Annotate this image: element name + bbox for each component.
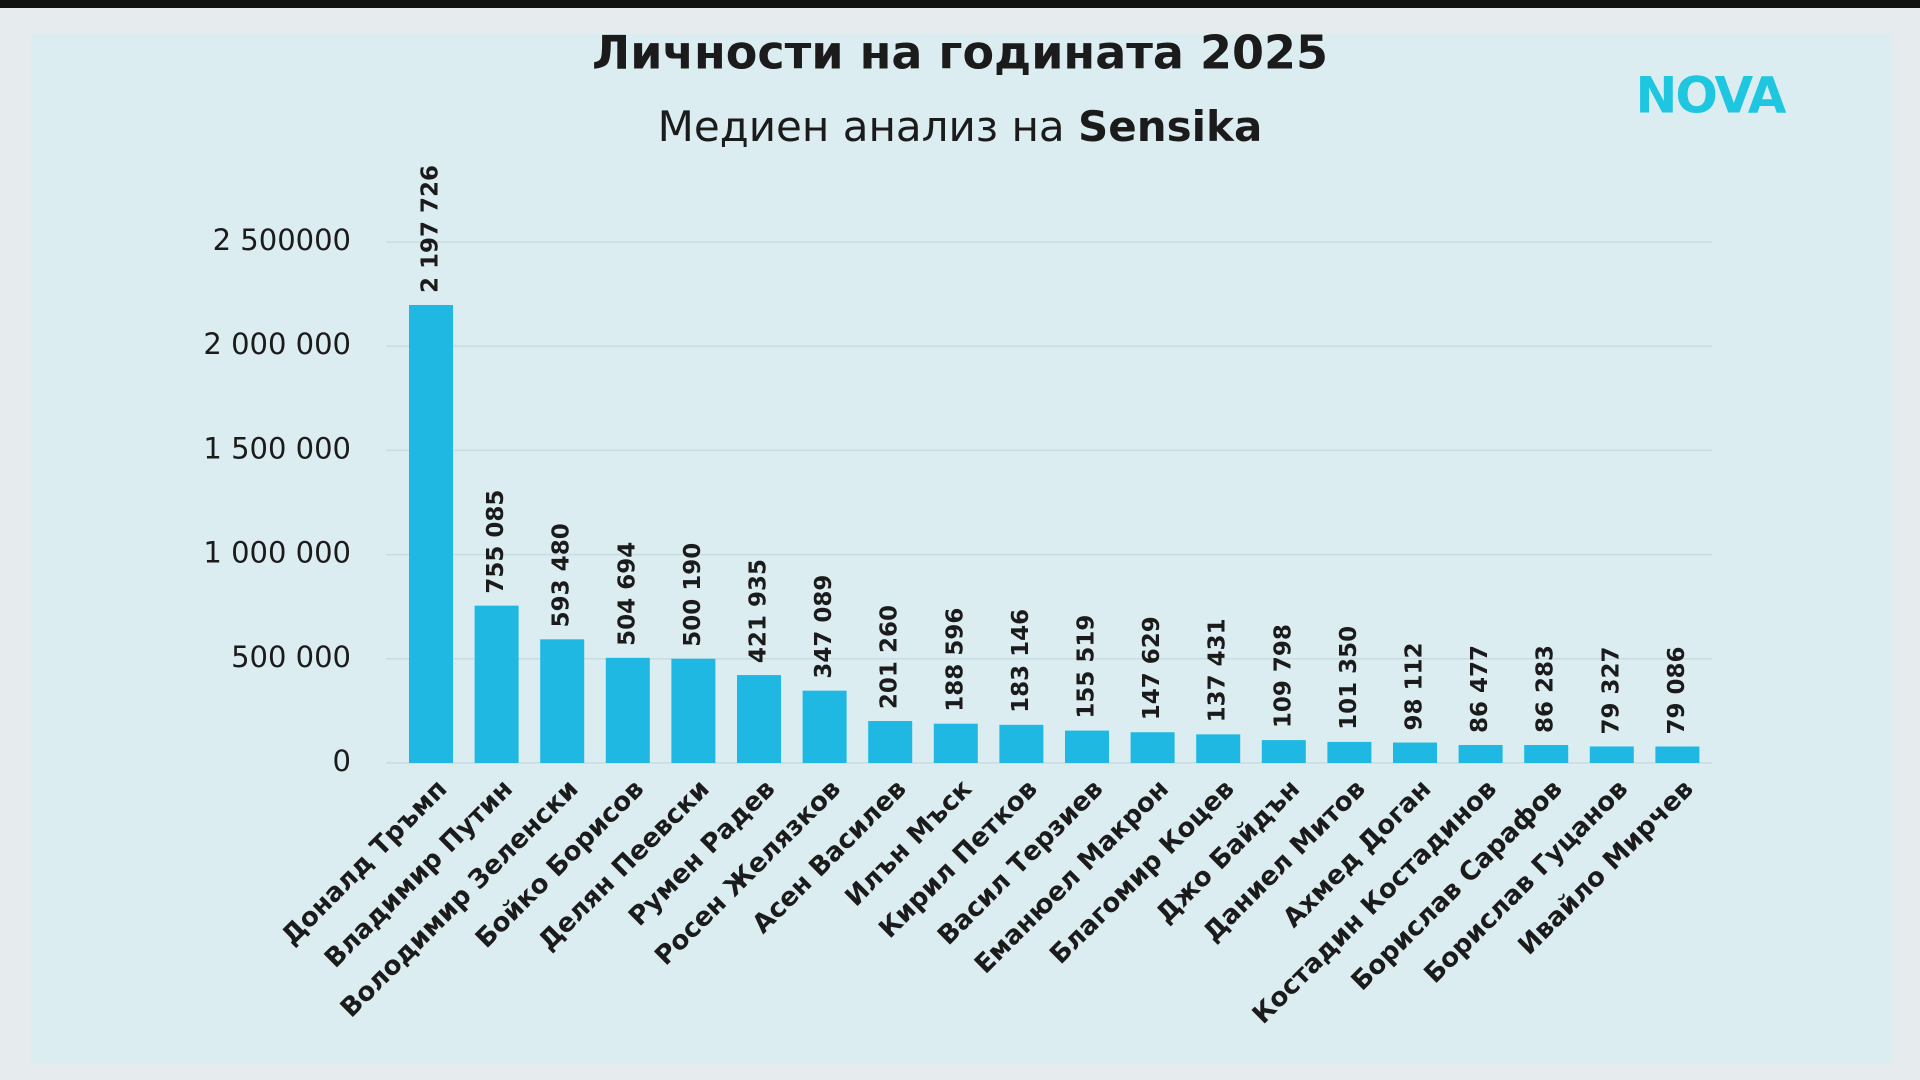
bar [933,723,978,763]
value-label: 147 629 [1139,616,1165,720]
y-tick-label: 2 500000 [213,223,351,257]
value-label: 2 197 726 [418,165,444,293]
chart-subtitle: Медиен анализ на Sensika [658,102,1263,151]
bar [1196,734,1241,763]
value-label: 155 519 [1074,615,1100,719]
value-label: 86 283 [1533,645,1559,733]
bar [1458,744,1503,763]
bar [1393,742,1437,763]
source: Sensika [1078,102,1262,151]
bar [1261,740,1306,763]
bar [737,675,781,763]
bar [474,605,519,763]
value-label: 109 798 [1270,624,1296,728]
value-label: 98 112 [1402,643,1428,731]
value-label: 504 694 [614,542,640,646]
value-label: 500 190 [680,543,706,647]
value-label: 188 596 [942,608,968,712]
value-label: 593 480 [549,523,575,627]
bar [1065,730,1109,763]
bar [802,690,847,763]
value-label: 79 327 [1598,646,1624,734]
value-label: 347 089 [811,575,837,679]
top-bar [0,0,1920,8]
panel [31,34,1892,1064]
chart-title: Личности на годината 2025 [592,26,1328,80]
bar [1655,746,1700,763]
bar [868,721,913,763]
subtitle-text: Медиен анализ на [658,102,1065,151]
bar [1130,732,1175,763]
value-label: 86 477 [1467,645,1493,733]
value-label: 201 260 [877,605,903,709]
value-label: 79 086 [1664,646,1690,734]
logo: NOVA [1635,67,1786,125]
y-tick-label: 0 [333,744,351,778]
bar [605,657,650,763]
value-label: 101 350 [1336,626,1362,730]
y-tick-label: 500 000 [231,640,351,674]
bar [1327,741,1372,763]
value-label: 183 146 [1008,609,1034,713]
bar [540,639,585,763]
y-tick-label: 1 500 000 [203,431,351,465]
value-label: 755 085 [483,490,509,594]
value-label: 137 431 [1205,618,1231,722]
y-tick-label: 2 000 000 [203,327,351,361]
bar [1589,746,1634,763]
bar [409,304,453,763]
bar [671,658,716,763]
bar [1524,745,1569,763]
value-label: 421 935 [746,559,772,663]
y-tick-label: 1 000 000 [203,536,351,570]
bar [999,724,1044,763]
